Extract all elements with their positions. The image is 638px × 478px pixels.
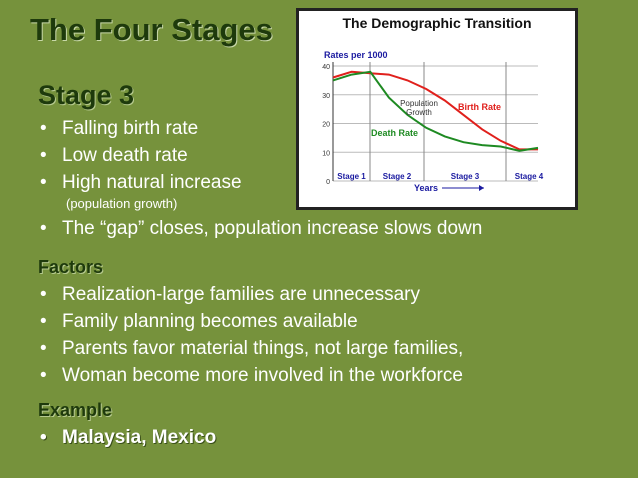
bullet: Low death rate [40,145,188,167]
slide-title: The Four Stages [30,12,273,47]
annotation: Growth [406,108,432,117]
section-title: Example [38,400,113,420]
annotation: Population [400,99,438,108]
chart: The Demographic Transition Rates per 100… [296,8,578,210]
y-tick-label: 0 [326,179,330,186]
y-tick-label: 30 [322,93,330,100]
series-label: Death Rate [371,128,418,138]
bullet: Family planning becomes available [40,311,358,333]
stage-label: Stage 3 [451,172,480,181]
bullet: Falling birth rate [40,118,198,140]
y-axis-label: Rates per 1000 [324,50,388,60]
chart-frame [296,8,578,210]
note: (population growth) [66,196,178,211]
stage-title: Stage 3 [38,80,135,110]
y-tick-label: 20 [322,122,330,129]
series-line [332,70,539,152]
y-tick-label: 40 [322,64,330,71]
series-label: Birth Rate [458,102,501,112]
x-axis-label: Years [414,183,438,193]
x-arrow-head [479,185,484,191]
stage-label: Stage 1 [337,172,366,181]
bullet: The “gap” closes, population increase sl… [40,218,482,240]
bullet: Malaysia, Mexico [40,427,216,449]
bullet: Parents favor material things, not large… [40,338,463,360]
stage-label: Stage 4 [515,172,544,181]
bullet: High natural increase [40,172,242,194]
y-tick-label: 10 [322,150,330,157]
stage-label: Stage 2 [383,172,412,181]
bullet: Woman become more involved in the workfo… [40,365,463,387]
section-title: Factors [38,257,104,277]
chart-title: The Demographic Transition [342,15,531,31]
bullet: Realization-large families are unnecessa… [40,284,420,306]
